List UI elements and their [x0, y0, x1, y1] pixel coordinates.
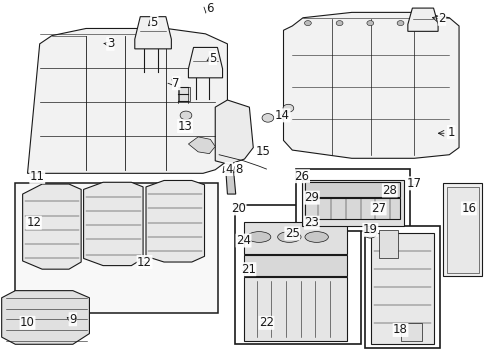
Text: 6: 6: [206, 2, 214, 15]
Circle shape: [283, 104, 293, 112]
Bar: [305, 198, 399, 219]
Polygon shape: [22, 184, 81, 269]
Bar: [446, 187, 478, 273]
Text: 9: 9: [69, 313, 77, 326]
Text: 28: 28: [382, 184, 396, 197]
Polygon shape: [225, 172, 235, 194]
Bar: [243, 277, 346, 341]
Polygon shape: [407, 8, 437, 31]
Polygon shape: [1, 291, 89, 344]
Text: 20: 20: [231, 202, 245, 215]
Polygon shape: [146, 180, 204, 262]
Circle shape: [335, 21, 342, 26]
Polygon shape: [188, 137, 215, 154]
Bar: [295, 169, 409, 230]
Text: 5: 5: [209, 51, 216, 65]
Text: 24: 24: [236, 234, 250, 247]
Text: 22: 22: [259, 316, 273, 329]
Bar: [243, 222, 346, 254]
Bar: [305, 182, 399, 197]
Bar: [15, 183, 217, 313]
Circle shape: [427, 21, 433, 26]
Bar: [400, 323, 422, 341]
Bar: [378, 230, 397, 258]
Bar: [243, 255, 346, 276]
Text: 27: 27: [370, 202, 386, 215]
Polygon shape: [27, 28, 227, 173]
Text: 26: 26: [294, 170, 309, 183]
Text: 12: 12: [137, 256, 152, 269]
Circle shape: [180, 111, 191, 120]
Circle shape: [304, 21, 311, 26]
Polygon shape: [83, 182, 143, 266]
Text: 25: 25: [285, 227, 299, 240]
Ellipse shape: [305, 231, 328, 242]
Text: 2: 2: [437, 12, 445, 25]
Circle shape: [363, 229, 376, 238]
Ellipse shape: [277, 231, 301, 242]
Text: 21: 21: [241, 263, 255, 276]
Bar: [302, 180, 404, 226]
Text: 17: 17: [406, 177, 421, 190]
Text: 4: 4: [224, 162, 232, 176]
Polygon shape: [283, 12, 458, 158]
Text: 10: 10: [20, 316, 35, 329]
Bar: [443, 183, 482, 276]
Polygon shape: [188, 48, 222, 78]
Circle shape: [262, 114, 273, 122]
Text: 18: 18: [392, 324, 407, 337]
Circle shape: [366, 21, 373, 26]
Text: 8: 8: [234, 162, 242, 176]
Bar: [178, 87, 189, 101]
Bar: [365, 226, 439, 348]
Circle shape: [396, 21, 403, 26]
Text: 23: 23: [304, 216, 319, 229]
Text: 5: 5: [150, 16, 158, 29]
Text: 13: 13: [177, 120, 192, 132]
Text: 19: 19: [362, 223, 377, 236]
Text: 12: 12: [26, 216, 41, 229]
Text: 1: 1: [447, 126, 454, 139]
Text: 16: 16: [460, 202, 475, 215]
Text: 29: 29: [304, 191, 319, 204]
Bar: [370, 233, 433, 344]
Bar: [234, 205, 360, 344]
Text: 15: 15: [255, 145, 270, 158]
Text: 14: 14: [274, 109, 289, 122]
Polygon shape: [215, 100, 253, 165]
Ellipse shape: [247, 231, 270, 242]
Text: 7: 7: [172, 77, 180, 90]
Text: 3: 3: [106, 37, 114, 50]
Polygon shape: [135, 17, 171, 49]
Text: 11: 11: [30, 170, 45, 183]
